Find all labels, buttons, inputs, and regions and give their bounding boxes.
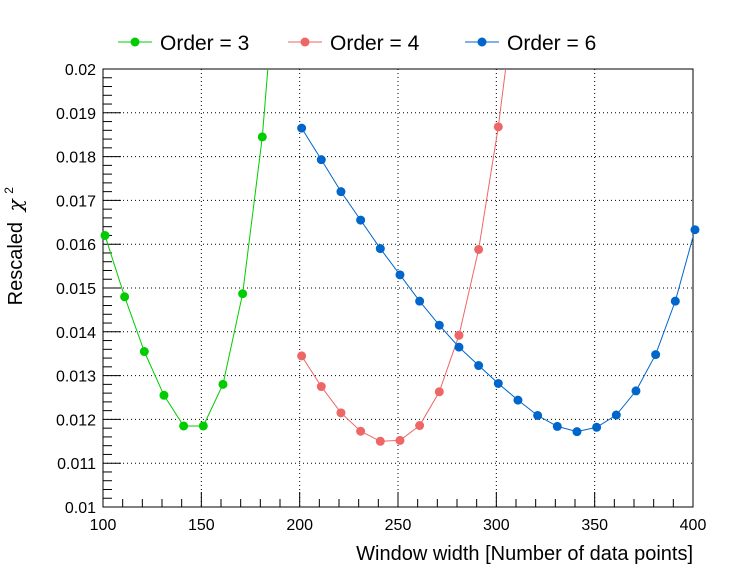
y-tick-label: 0.016 <box>56 237 96 254</box>
data-point <box>631 386 641 396</box>
y-tick-label: 0.012 <box>56 412 96 429</box>
data-point <box>218 379 228 389</box>
data-point <box>493 378 503 388</box>
data-point <box>493 122 503 132</box>
series-1 <box>100 69 269 431</box>
legend-marker <box>477 37 487 47</box>
legend-label: Order = 6 <box>507 32 596 55</box>
data-point <box>415 296 425 306</box>
x-tick-label: 100 <box>90 517 117 534</box>
data-point <box>139 347 149 357</box>
series-line <box>301 69 507 442</box>
data-point <box>670 296 680 306</box>
data-point <box>552 421 562 431</box>
data-point <box>297 123 307 133</box>
x-tick-label: 300 <box>483 517 510 534</box>
data-point <box>611 410 621 420</box>
y-axis-title-text: Rescaled <box>5 222 27 305</box>
data-point <box>316 382 326 392</box>
legend-label: Order = 4 <box>330 32 420 55</box>
data-point <box>198 421 208 431</box>
x-tick-label: 350 <box>581 517 608 534</box>
data-point <box>120 292 130 302</box>
legend-marker <box>130 37 140 47</box>
series-line <box>104 69 269 427</box>
y-tick-label: 0.018 <box>56 150 96 167</box>
y-tick-label: 0.013 <box>56 369 96 386</box>
y-axis-title-superscript: 2 <box>2 187 16 194</box>
data-point <box>434 320 444 330</box>
data-point <box>690 225 700 235</box>
legend: Order = 3 Order = 4 Order = 6 <box>118 32 596 55</box>
data-point <box>316 155 326 165</box>
x-tick-label: 200 <box>286 517 313 534</box>
y-tick-label: 0.02 <box>65 62 96 79</box>
data-point <box>356 426 366 436</box>
series-2 <box>297 69 507 446</box>
data-point <box>513 395 523 405</box>
data-point <box>395 270 405 280</box>
data-point <box>651 350 661 360</box>
data-point <box>434 387 444 397</box>
data-point <box>336 187 346 197</box>
y-tick-label: 0.017 <box>56 193 96 210</box>
data-point <box>533 410 543 420</box>
data-point <box>159 390 169 400</box>
data-point <box>375 436 385 446</box>
data-point <box>336 408 346 418</box>
x-tick-label: 400 <box>680 517 707 534</box>
data-point <box>356 215 366 225</box>
data-point <box>592 422 602 432</box>
data-point <box>179 421 189 431</box>
data-point <box>395 435 405 445</box>
y-tick-label: 0.015 <box>56 281 96 298</box>
legend-item-2: Order = 4 <box>288 32 420 55</box>
y-tick-label: 0.019 <box>56 106 96 123</box>
data-point <box>297 351 307 361</box>
data-point <box>238 289 248 299</box>
y-tick-label: 0.014 <box>56 325 96 342</box>
legend-item-3: Order = 6 <box>465 32 596 55</box>
data-point <box>474 361 484 371</box>
data-point <box>572 427 582 437</box>
x-tick-label: 250 <box>385 517 412 534</box>
legend-label: Order = 3 <box>160 32 249 55</box>
y-tick-label: 0.011 <box>57 456 96 473</box>
data-point <box>454 342 464 352</box>
data-point <box>375 244 385 254</box>
data-point <box>257 132 267 142</box>
x-tick-label: 150 <box>188 517 215 534</box>
series-layer <box>100 69 700 446</box>
data-point <box>100 230 110 240</box>
data-point <box>474 244 484 254</box>
ticks-layer: 100 150 200 250 300 350 400 0.01 0.011 0.012 0.013… <box>56 62 706 534</box>
svg-text:Rescaled χ 2: Rescaled χ 2 <box>2 187 27 306</box>
data-point <box>415 421 425 431</box>
y-axis-title-symbol: χ <box>3 197 27 213</box>
legend-marker <box>300 37 310 47</box>
y-axis-title: Rescaled χ 2 <box>2 187 27 306</box>
y-tick-label: 0.01 <box>65 500 96 517</box>
legend-item-1: Order = 3 <box>118 32 249 55</box>
x-axis-title: Window width [Number of data points] <box>356 543 693 565</box>
series-3 <box>297 123 700 437</box>
data-point <box>454 330 464 340</box>
